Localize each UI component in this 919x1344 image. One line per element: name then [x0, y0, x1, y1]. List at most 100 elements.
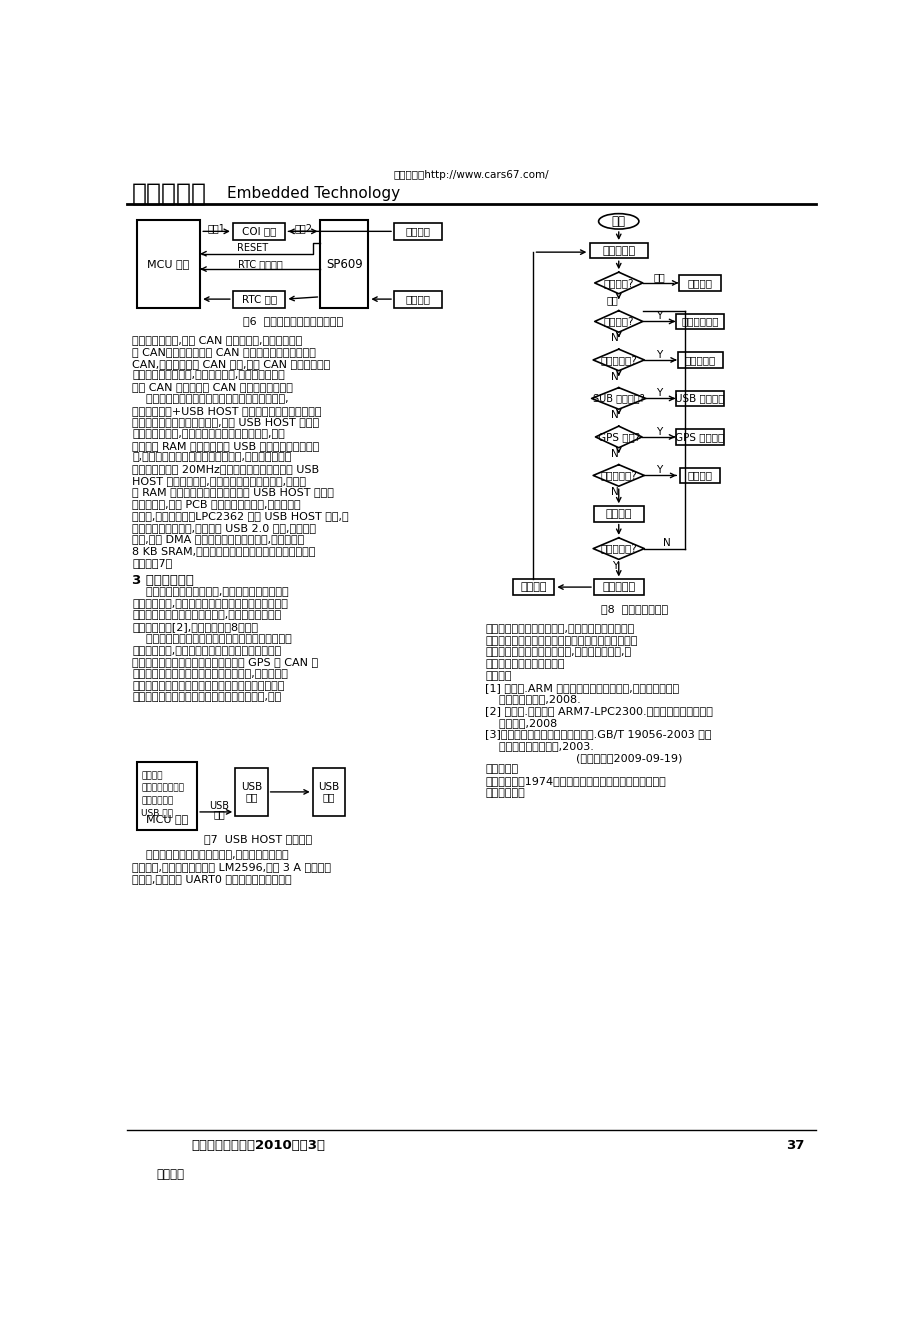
Bar: [675, 429, 723, 445]
Text: 行车记录仪http://www.cars67.com/: 行车记录仪http://www.cars67.com/: [393, 171, 549, 180]
Text: 性降低,调试不方便。LPC2362 自带 USB HOST 功能,很: 性降低,调试不方便。LPC2362 自带 USB HOST 功能,很: [132, 511, 348, 521]
Text: Y: Y: [655, 465, 662, 474]
Text: 记录数据: 记录数据: [686, 470, 712, 480]
Text: USB: USB: [241, 782, 262, 793]
Text: 低速 CAN 总线和高速 CAN 总线的数据交换。: 低速 CAN 总线和高速 CAN 总线的数据交换。: [132, 382, 292, 392]
Text: 进入低功耗: 进入低功耗: [602, 582, 635, 593]
Text: RESET: RESET: [236, 242, 267, 253]
Text: 中断唤醒: 中断唤醒: [519, 582, 546, 593]
Text: N: N: [663, 538, 670, 548]
Text: COI 或门: COI 或门: [242, 226, 276, 237]
Text: 37: 37: [786, 1140, 804, 1152]
Bar: [393, 223, 441, 239]
Text: 车行驶记录仪,以加强汽车运营安全管理，而车辆运: 车行驶记录仪,以加强汽车运营安全管理，而车辆运: [132, 645, 281, 656]
Text: 自检报告: 自检报告: [686, 278, 712, 288]
Text: 议,成本相对高；数据传输速率比较慢,选择单片机的主: 议,成本相对高；数据传输速率比较慢,选择单片机的主: [132, 453, 291, 462]
Text: Y: Y: [611, 560, 618, 571]
Text: USB: USB: [318, 782, 339, 793]
Bar: [393, 290, 441, 308]
Text: 进入低功耗?: 进入低功耗?: [600, 543, 637, 554]
Text: 管理手段和效益。本系统从这两方面出发，在不增加: 管理手段和效益。本系统从这两方面出发，在不增加: [132, 680, 284, 691]
Text: 正常: 正常: [606, 294, 618, 305]
Text: 好地解决了这些不足,完全满足 USB 2.0 协议,支持全速: 好地解决了这些不足,完全满足 USB 2.0 协议,支持全速: [132, 523, 316, 532]
Text: 参考文献: 参考文献: [485, 671, 511, 681]
Text: 键盘操作处理: 键盘操作处理: [681, 316, 718, 327]
Text: 总线: 总线: [244, 793, 257, 802]
Text: 系统初始化: 系统初始化: [602, 246, 635, 255]
Text: 件驱动分为底层驱动和接口应用,整合入软件采用前: 件驱动分为底层驱动和接口应用,整合入软件采用前: [132, 610, 281, 621]
Text: 芯片往往价格高,而且外围扩展所需硬件资源多,一般: 芯片往往价格高,而且外围扩展所需硬件资源多,一般: [132, 429, 285, 439]
Text: N: N: [610, 372, 618, 382]
Text: GPS 数据?: GPS 数据?: [597, 431, 640, 442]
Text: USB 总线: USB 总线: [142, 808, 173, 817]
Text: (收稿日期：2009-09-19): (收稿日期：2009-09-19): [485, 753, 682, 763]
Text: [1] 周立功.ARM 嵌入式系统应用技术笔记,北京：北京航空: [1] 周立功.ARM 嵌入式系统应用技术笔记,北京：北京航空: [485, 683, 679, 692]
Text: N: N: [610, 410, 618, 421]
Text: 总线过流检测: 总线过流检测: [142, 797, 174, 805]
Text: RTC 晶振: RTC 晶振: [242, 294, 277, 304]
Text: 错误: 错误: [652, 273, 664, 282]
Text: 航天大学出版社,2008.: 航天大学出版社,2008.: [485, 695, 581, 704]
Bar: [594, 507, 643, 521]
Text: 3 系统软件设计: 3 系统软件设计: [132, 574, 194, 587]
Text: 图7  USB HOST 功能框图: 图7 USB HOST 功能框图: [204, 833, 312, 844]
Text: 汽车行驶记录仪软硬件的基础上实现上述功能,解决: 汽车行驶记录仪软硬件的基础上实现上述功能,解决: [132, 692, 281, 703]
Text: 总线电源状态输入: 总线电源状态输入: [142, 784, 184, 793]
Bar: [589, 243, 647, 258]
Text: 计方案有以下不足：成本过高,带有 USB HOST 功能的: 计方案有以下不足：成本过高,带有 USB HOST 功能的: [132, 417, 319, 427]
Text: 出能力,接口采用 UART0 实现记录仪数据打印。: 出能力,接口采用 UART0 实现记录仪数据打印。: [132, 874, 291, 884]
Text: 框图如图7。: 框图如图7。: [132, 558, 172, 567]
Text: 智能卡插入?: 智能卡插入?: [600, 355, 637, 366]
Text: CAN,连接车辆高速 CAN 总线,通过 CAN 功能模块系统: CAN,连接车辆高速 CAN 总线,通过 CAN 功能模块系统: [132, 359, 330, 368]
Text: SUB 设备插入?: SUB 设备插入?: [592, 394, 644, 403]
Text: USB 设备处理: USB 设备处理: [675, 394, 724, 403]
Text: MCU 模块: MCU 模块: [147, 259, 189, 269]
Text: Y: Y: [655, 388, 662, 398]
Text: HOST 接口芯片通信,数据交换效率更低。另外,外部扩: HOST 接口芯片通信,数据交换效率更低。另外,外部扩: [132, 476, 306, 485]
Text: 系统软件采用模块化设计,根据不同的功能模块设: 系统软件采用模块化设计,根据不同的功能模块设: [132, 587, 289, 597]
Bar: [677, 352, 721, 368]
Text: 8 KB SRAM,它还具有电源管理和过流检测功能。结构: 8 KB SRAM,它还具有电源管理和过流检测功能。结构: [132, 546, 315, 556]
Text: SP609: SP609: [325, 258, 362, 270]
Text: 输入2: 输入2: [294, 223, 312, 234]
Text: 显示处理: 显示处理: [605, 509, 631, 519]
Text: 外加隔离收发器,实现 CAN 功能。其中,一路配置成低: 外加隔离收发器,实现 CAN 功能。其中,一路配置成低: [132, 335, 302, 345]
Text: 频一般不会超过 20MHz，而通过外部总线系统和 USB: 频一般不会超过 20MHz，而通过外部总线系统和 USB: [132, 464, 319, 474]
Text: 设备: 设备: [323, 793, 335, 802]
Text: 了运营公司面对的实际问题,降低了终端客户使用成: 了运营公司面对的实际问题,降低了终端客户使用成: [485, 624, 634, 634]
Bar: [320, 220, 368, 308]
Text: 需要扩展 RAM 来满足复杂的 USB 协议和大容量传输协: 需要扩展 RAM 来满足复杂的 USB 协议和大容量传输协: [132, 441, 319, 450]
Text: 图6  时钟和硬件看门狗结构框图: 图6 时钟和硬件看门狗结构框图: [243, 316, 343, 327]
Ellipse shape: [598, 214, 638, 228]
Bar: [679, 468, 720, 482]
Bar: [512, 579, 554, 595]
Text: 智能卡处理: 智能卡处理: [684, 355, 715, 366]
Text: 键盘操作?: 键盘操作?: [603, 316, 633, 327]
Bar: [233, 290, 285, 308]
Text: 图8  系统软件流程图: 图8 系统软件流程图: [600, 603, 667, 614]
Text: 营主体从自身利益出发往往在需要安装 GPS 和 CAN 功: 营主体从自身利益出发往往在需要安装 GPS 和 CAN 功: [132, 657, 318, 668]
Text: 展 RAM 也占用系统总线资源，扩展 USB HOST 和其他: 展 RAM 也占用系统总线资源，扩展 USB HOST 和其他: [132, 488, 334, 497]
Text: 学出版社,2008: 学出版社,2008: [485, 718, 557, 727]
Bar: [312, 767, 345, 816]
Text: 开始: 开始: [611, 215, 625, 228]
Bar: [235, 767, 267, 816]
Text: 计相应的软件,这样系统有很好的裁剪性。每个模块软: 计相应的软件,这样系统有很好的裁剪性。每个模块软: [132, 599, 288, 609]
Text: 系统自检?: 系统自检?: [603, 278, 633, 288]
Text: 用打印机,电源采用开关电源 LM2596,其有 3 A 的电流输: 用打印机,电源采用开关电源 LM2596,其有 3 A 的电流输: [132, 862, 331, 872]
Text: 速 CAN，连接车辆低速 CAN 总线；另一路配置成高速: 速 CAN，连接车辆低速 CAN 总线；另一路配置成高速: [132, 347, 315, 358]
Text: 传输,带有 DMA 传输模式和电源管理模式,并有独立的: 传输,带有 DMA 传输模式和电源管理模式,并有独立的: [132, 535, 304, 544]
Text: 保证了运营车辆运输的安全性,提高了运营效率,降: 保证了运营车辆运输的安全性,提高了运营效率,降: [485, 648, 630, 657]
Bar: [594, 579, 643, 595]
Text: MCU 模块: MCU 模块: [145, 814, 187, 824]
Text: 汽车行驶记录仪具有打印功能,本设计采用外接商: 汽车行驶记录仪具有打印功能,本设计采用外接商: [132, 851, 289, 860]
Text: 作者简介：: 作者简介：: [485, 765, 518, 774]
Text: 备用电池: 备用电池: [405, 294, 430, 304]
Text: 万方数据: 万方数据: [156, 1168, 185, 1181]
Text: N: N: [610, 449, 618, 458]
Text: N: N: [610, 333, 618, 343]
Bar: [678, 276, 720, 290]
Text: Y: Y: [655, 310, 662, 321]
Bar: [233, 223, 285, 239]
Bar: [675, 313, 723, 329]
